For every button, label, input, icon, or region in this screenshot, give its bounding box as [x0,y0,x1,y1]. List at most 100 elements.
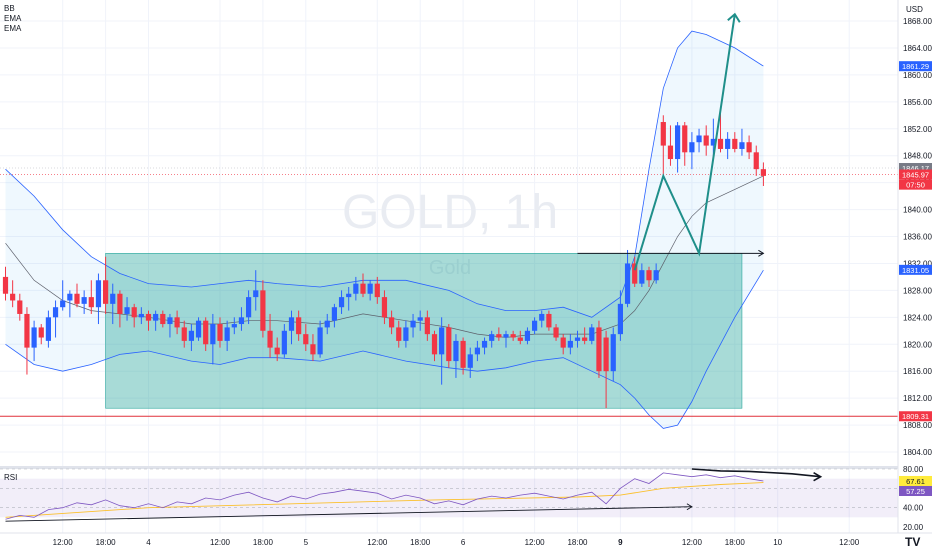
candle-body [217,324,223,341]
rsi-line [5,472,764,520]
candle-body [103,280,109,304]
time-tick-label: 18:00 [567,538,588,547]
candle-body [417,317,423,321]
candle-body [24,313,30,348]
price-tick-label: 1856.00 [903,98,932,107]
price-label-text: 07:50 [906,181,925,190]
candle-body [446,327,452,362]
time-tick-label: 12:00 [210,538,231,547]
legend-item-ema-2[interactable]: EMA [4,24,22,33]
rsi-value-badge [899,475,932,486]
candle-body [338,297,345,308]
time-tick-label: 18:00 [96,538,117,547]
price-label-badge [899,61,932,72]
rsi-divergence-arrow-head [813,472,823,482]
time-tick-label: 18:00 [410,538,431,547]
candle-body [682,125,688,153]
candle-body [45,317,51,341]
candle-body [646,270,652,281]
candle-body [360,283,366,294]
candle-body [760,169,766,176]
candle-body [303,334,309,345]
candle-body [131,307,137,318]
candle-body [188,330,194,341]
candle-body [589,327,595,341]
time-tick-label: 12:00 [839,538,860,547]
time-tick-label: 18:00 [725,538,746,547]
price-label-badge [899,264,932,275]
candle-body [253,290,259,298]
projection-arrow-head [727,12,741,23]
candle-body [639,270,645,284]
candle-body [524,330,531,341]
time-tick-label: 12:00 [682,538,703,547]
price-label-text: 1846.17 [902,164,929,173]
candle-body [431,334,438,355]
candle-body [532,320,538,331]
candle-body [238,317,245,325]
candle-body [288,317,295,331]
price-tick-label: 1840.00 [903,206,932,215]
candle-body [389,317,395,328]
time-tick-label: 5 [304,538,309,547]
candle-body [403,327,409,341]
legend-item-bb[interactable]: BB [4,4,15,13]
candle-body [467,354,473,368]
price-tick-label: 1852.00 [903,125,932,134]
candle-body [439,327,445,355]
rsi-value-text: 67.61 [906,477,925,486]
candle-body [510,334,516,338]
watermark-name: Gold [429,257,471,279]
bollinger-upper-line [5,30,764,318]
price-tick-label: 1820.00 [903,340,932,349]
price-label-badge [899,169,932,180]
candle-body [596,327,602,372]
watermark-symbol: GOLD, 1h [342,186,558,239]
pane-separator [0,466,932,469]
candle-body [489,334,495,341]
candle-body [160,313,166,325]
candle-body [153,313,159,321]
candle-body [203,320,209,345]
legend-item-ema-1[interactable]: EMA [4,14,22,23]
candle-body [381,297,388,318]
candle-body [52,307,59,318]
price-label-text: 1809.31 [902,412,929,421]
rsi-band-fill [0,478,898,518]
time-tick-label: 18:00 [253,538,274,547]
candle-body [374,283,380,298]
candle-body [539,313,545,321]
candle-body [110,293,116,304]
rsi-tick-label: 20.00 [903,523,924,532]
candle-body [696,135,702,143]
candle-body [317,327,323,355]
time-tick-label: 12:00 [367,538,388,547]
candle-body [117,293,123,314]
candle-body [324,320,330,328]
candle-body [624,263,631,304]
candle-body [67,293,73,301]
rsi-value-text: 57.25 [906,487,925,496]
time-tick-label: 4 [146,538,151,547]
candle-body [689,142,695,153]
candle-body [546,313,552,328]
candle-body [17,300,23,314]
rsi-tick-label: 40.00 [903,504,924,513]
candle-body [31,327,37,348]
candle-body [725,138,731,149]
candle-body [739,142,745,149]
candle-body [603,337,609,372]
candle-body [567,340,573,348]
candle-body [496,334,502,338]
candle-body [353,283,359,294]
candle-body [246,297,252,318]
time-tick-label: 12:00 [53,538,74,547]
price-tick-label: 1860.00 [903,71,932,80]
rsi-trendline [5,506,692,522]
candle-body [553,327,559,338]
candle-body [660,122,666,146]
price-tick-label: 1824.00 [903,313,932,322]
price-axis-background [898,0,932,550]
candle-body [274,347,280,355]
